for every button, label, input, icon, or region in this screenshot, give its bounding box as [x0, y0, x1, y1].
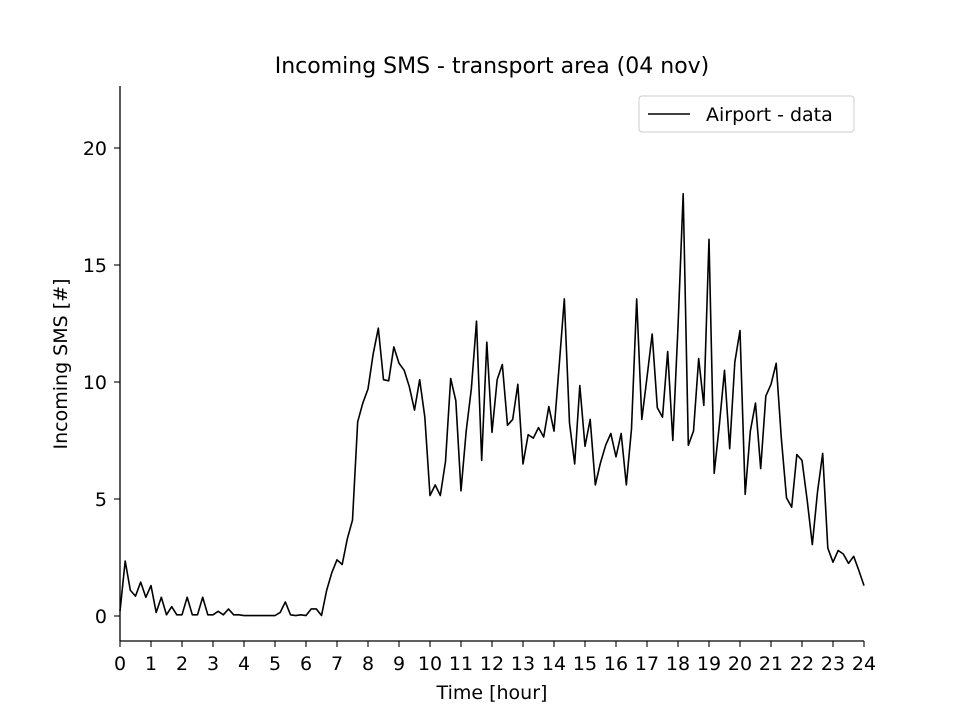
series-line-airport-data: [119, 192, 865, 617]
x-tick-label: 13: [511, 653, 535, 675]
x-tick-label: 14: [542, 653, 566, 675]
y-tick-label: 5: [95, 489, 107, 511]
x-tick-label: 2: [176, 653, 188, 675]
x-tick-label: 17: [635, 653, 659, 675]
plot-area: 0 1 2 3 4 5 6 7 8 9 10 11 12 13 14 15 16 17 18 19 20 21 22 23 24…: [83, 86, 876, 675]
x-tick-label: 1: [145, 653, 157, 675]
x-tick-label: 19: [697, 653, 721, 675]
x-ticks: 0 1 2 3 4 5 6 7 8 9 10 11 12 13 14 15 16 17 18 19 20 21 22 23 24: [114, 641, 876, 675]
legend-box: [638, 95, 855, 133]
x-tick-label: 8: [362, 653, 374, 675]
x-tick-label: 6: [300, 653, 312, 675]
x-tick-label: 11: [449, 653, 473, 675]
x-tick-label: 20: [728, 653, 752, 675]
x-tick-label: 4: [238, 653, 250, 675]
y-tick-label: 20: [83, 138, 107, 160]
y-tick-label: 0: [95, 606, 107, 628]
x-tick-label: 21: [759, 653, 783, 675]
x-tick-label: 15: [573, 653, 597, 675]
legend: Airport - data: [638, 95, 855, 133]
x-tick-label: 9: [393, 653, 405, 675]
y-tick-label: 10: [83, 372, 107, 394]
x-tick-label: 7: [331, 653, 343, 675]
y-tick-label: 15: [83, 255, 107, 277]
x-tick-label: 23: [821, 653, 845, 675]
x-tick-label: 24: [852, 653, 876, 675]
x-axis-label: Time [hour]: [436, 682, 548, 704]
chart-title: Incoming SMS - transport area (04 nov): [275, 54, 710, 79]
x-tick-label: 22: [790, 653, 814, 675]
x-tick-label: 16: [604, 653, 628, 675]
y-axis-label: Incoming SMS [#]: [50, 279, 72, 450]
x-tick-label: 5: [269, 653, 281, 675]
series-layer: [119, 192, 865, 617]
x-tick-label: 3: [207, 653, 219, 675]
legend-entry-airport-data: Airport - data: [706, 104, 833, 126]
x-tick-label: 10: [418, 653, 442, 675]
x-tick-label: 18: [666, 653, 690, 675]
x-tick-label: 0: [114, 653, 126, 675]
y-ticks: 0 5 10 15 20: [83, 138, 120, 628]
x-tick-label: 12: [480, 653, 504, 675]
